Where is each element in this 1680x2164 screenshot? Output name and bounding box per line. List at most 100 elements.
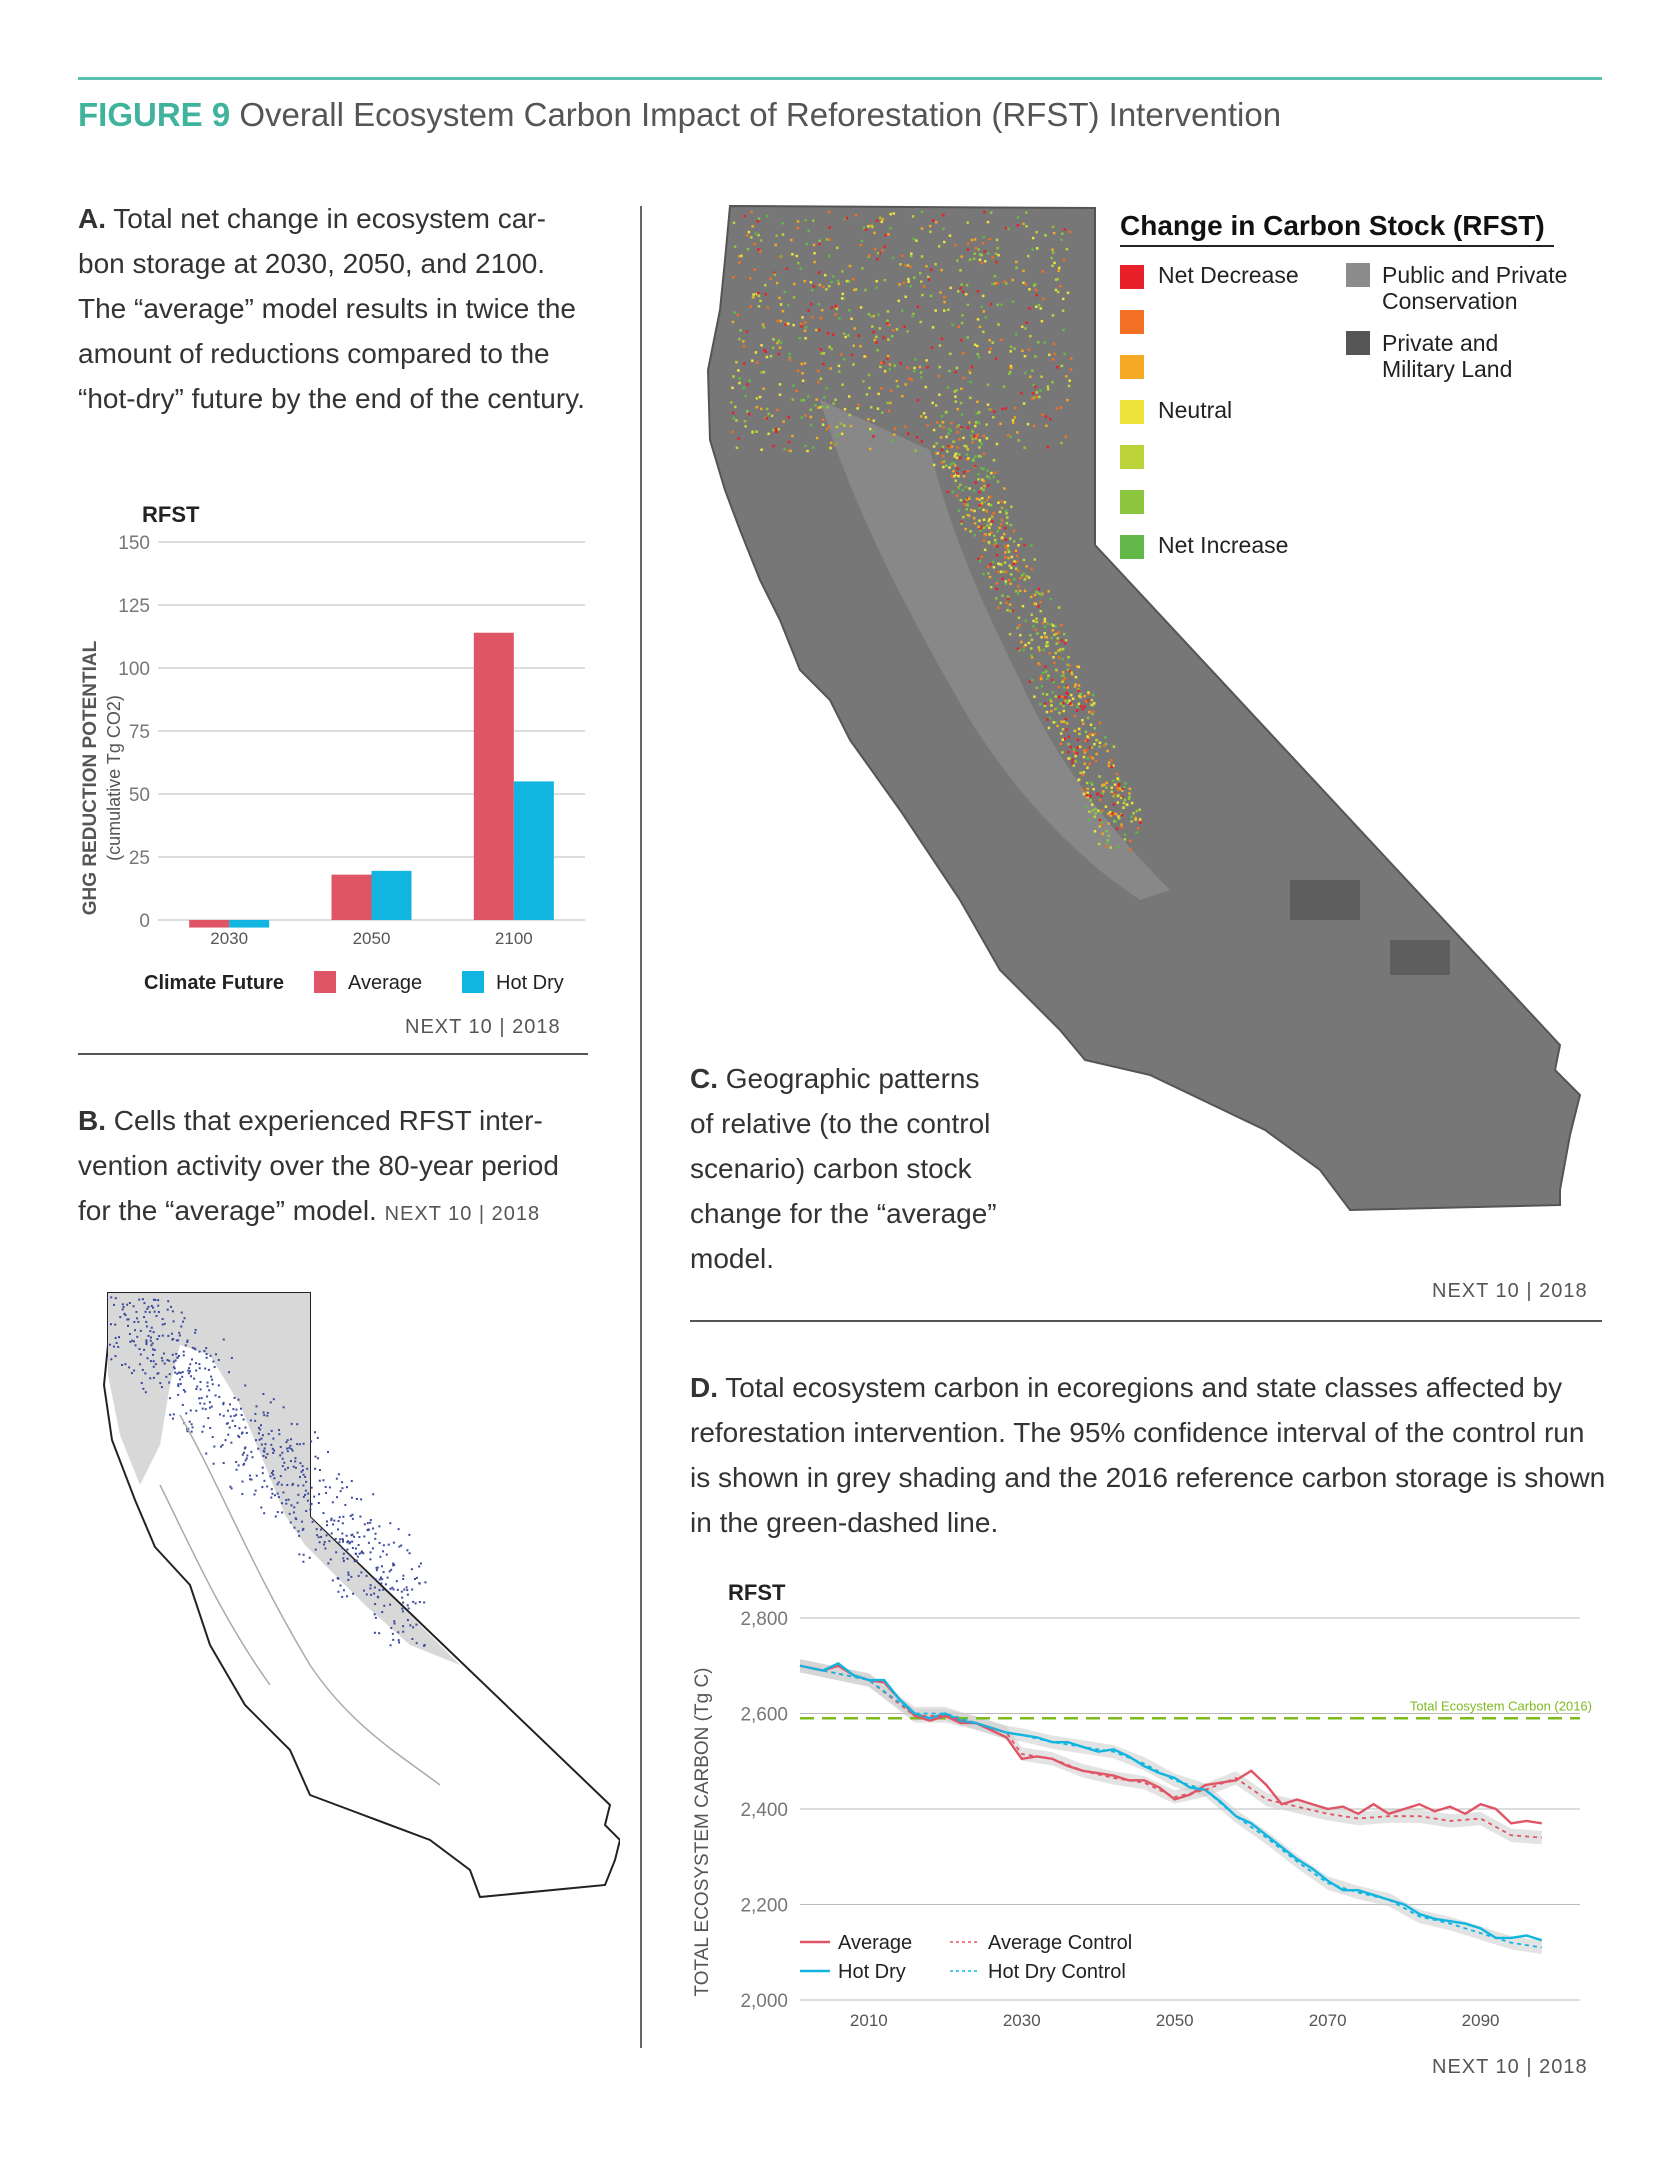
carbon-change-cell: [1117, 815, 1120, 818]
carbon-change-cell: [1014, 333, 1018, 336]
carbon-change-cell: [812, 243, 816, 247]
carbon-change-cell: [759, 299, 762, 303]
carbon-change-cell: [811, 446, 815, 449]
carbon-change-cell: [904, 425, 907, 428]
carbon-change-cell: [751, 296, 755, 299]
carbon-change-cell: [946, 444, 950, 448]
carbon-change-cell: [742, 345, 746, 348]
carbon-change-cell: [1000, 518, 1004, 522]
intervention-cell: [184, 1344, 187, 1347]
panel-c-california-map: [706, 204, 1582, 1212]
intervention-cell: [198, 1397, 201, 1400]
intervention-cell: [163, 1362, 166, 1365]
carbon-change-cell: [1044, 643, 1048, 646]
carbon-change-cell: [804, 337, 807, 340]
carbon-change-cell: [930, 268, 933, 272]
carbon-change-cell: [878, 327, 882, 330]
intervention-cell: [414, 1602, 417, 1605]
carbon-change-cell: [872, 419, 876, 422]
carbon-change-cell: [775, 234, 778, 238]
carbon-change-cell: [982, 310, 986, 313]
carbon-change-cell: [993, 274, 997, 278]
intervention-cell: [114, 1323, 117, 1326]
carbon-change-cell: [751, 225, 754, 228]
carbon-change-cell: [1003, 487, 1006, 490]
carbon-change-cell: [1077, 665, 1081, 669]
carbon-change-cell: [828, 238, 831, 241]
intervention-cell: [405, 1586, 408, 1589]
carbon-change-cell: [776, 319, 779, 323]
carbon-change-cell: [948, 466, 951, 469]
intervention-cell: [372, 1527, 375, 1530]
carbon-change-cell: [1076, 746, 1079, 749]
intervention-cell: [318, 1479, 321, 1482]
carbon-change-cell: [1044, 702, 1047, 705]
intervention-cell: [402, 1574, 405, 1577]
carbon-change-cell: [859, 243, 863, 247]
intervention-cell: [134, 1344, 137, 1347]
carbon-change-cell: [830, 441, 833, 445]
bar-chart-title: RFST: [142, 502, 200, 527]
intervention-cell: [113, 1303, 116, 1306]
intervention-cell: [242, 1451, 245, 1454]
intervention-cell: [354, 1547, 357, 1550]
carbon-change-cell: [1086, 739, 1089, 742]
carbon-change-cell: [965, 453, 969, 456]
carbon-change-cell: [828, 345, 831, 349]
carbon-change-cell: [895, 328, 899, 331]
intervention-cell: [110, 1296, 113, 1299]
intervention-cell: [149, 1339, 152, 1342]
carbon-change-cell: [907, 280, 910, 283]
carbon-change-cell: [982, 488, 985, 492]
intervention-cell: [301, 1520, 304, 1523]
carbon-change-cell: [1022, 402, 1026, 405]
intervention-cell: [342, 1557, 345, 1560]
carbon-change-cell: [963, 503, 966, 506]
carbon-change-cell: [931, 326, 935, 329]
carbon-change-cell: [1060, 695, 1064, 699]
intervention-cell: [149, 1330, 152, 1333]
carbon-change-cell: [997, 501, 1000, 504]
carbon-change-cell: [1078, 732, 1081, 736]
carbon-change-cell: [795, 389, 799, 392]
carbon-change-cell: [986, 220, 990, 224]
carbon-change-cell: [941, 421, 945, 424]
carbon-change-cell: [1040, 677, 1043, 681]
intervention-cell: [276, 1511, 279, 1514]
carbon-change-cell: [949, 352, 952, 356]
carbon-change-cell: [943, 240, 946, 244]
carbon-change-cell: [951, 490, 955, 494]
carbon-change-cell: [1111, 779, 1115, 783]
carbon-change-cell: [1035, 620, 1038, 624]
carbon-change-cell: [1006, 433, 1010, 437]
carbon-change-cell: [982, 526, 986, 529]
carbon-change-cell: [1110, 759, 1113, 762]
carbon-change-cell: [1081, 707, 1084, 711]
carbon-change-cell: [931, 401, 934, 405]
carbon-change-cell: [966, 513, 969, 517]
carbon-change-cell: [834, 442, 838, 446]
carbon-change-cell: [740, 254, 743, 258]
panel-b-ecoregion-line: [179, 1414, 441, 1786]
carbon-change-cell: [1074, 683, 1077, 686]
intervention-cell: [207, 1417, 210, 1420]
carbon-change-cell: [999, 601, 1002, 605]
carbon-change-cell: [1071, 697, 1075, 701]
intervention-cell: [178, 1371, 181, 1374]
reference-line-label: Total Ecosystem Carbon (2016): [1410, 1698, 1592, 1713]
intervention-cell: [241, 1480, 244, 1483]
carbon-change-cell: [962, 475, 966, 478]
intervention-cell: [406, 1549, 409, 1552]
carbon-change-cell: [804, 444, 807, 448]
carbon-change-cell: [1001, 570, 1005, 573]
carbon-change-cell: [1106, 839, 1110, 842]
carbon-change-cell: [878, 216, 882, 219]
carbon-change-cell: [818, 242, 821, 246]
carbon-change-cell: [1081, 788, 1084, 791]
bar-hot-dry-2030: [229, 920, 270, 928]
carbon-change-cell: [1033, 593, 1037, 597]
carbon-change-cell: [1060, 674, 1063, 678]
intervention-cell: [154, 1298, 157, 1301]
carbon-change-cell: [1105, 781, 1108, 784]
carbon-change-cell: [1083, 694, 1086, 698]
